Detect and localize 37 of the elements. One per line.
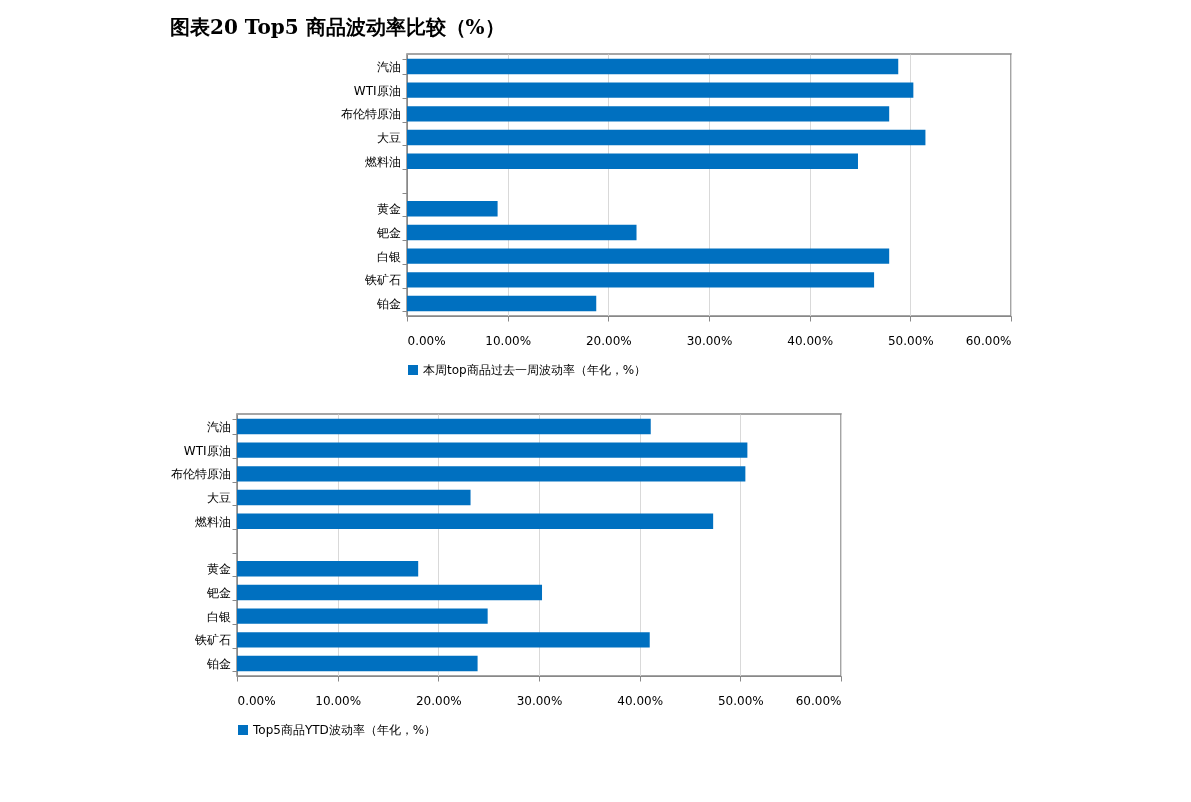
x-tick-label: 20.00%	[585, 333, 632, 348]
x-tick-label: 40.00%	[787, 333, 834, 348]
y-tick-label: 白银	[206, 609, 231, 624]
y-tick-label: 铁矿石	[193, 633, 231, 648]
x-tick-label: 40.00%	[617, 693, 664, 708]
legend-label: Top5商品YTD波动率（年化，%）	[252, 723, 437, 737]
y-tick-label: 黄金	[376, 202, 401, 217]
y-tick-label: 铁矿石	[363, 273, 401, 288]
y-tick-label: 燃料油	[364, 154, 401, 169]
x-tick-label: 10.00%	[315, 693, 362, 708]
legend-label: 本周top商品过去一周波动率（年化，%）	[423, 363, 647, 377]
y-tick-label: WTI原油	[353, 83, 401, 98]
x-tick-label: 0.00%	[407, 333, 446, 348]
y-tick-label: WTI原油	[183, 443, 231, 458]
x-tick-label: 60.00%	[965, 333, 1012, 348]
x-tick-label: 10.00%	[485, 333, 532, 348]
y-tick-label: 铂金	[205, 657, 231, 672]
y-tick-label: 布伦特原油	[340, 107, 401, 122]
x-tick-label: 30.00%	[686, 333, 733, 348]
chart-title: 图表20 Top5 商品波动率比较（%）	[170, 15, 505, 39]
y-tick-label: 钯金	[205, 585, 231, 600]
y-tick-label: 燃料油	[194, 514, 231, 529]
y-tick-label: 钯金	[375, 225, 401, 240]
y-tick-label: 铂金	[375, 297, 401, 312]
x-tick-label: 50.00%	[717, 693, 764, 708]
y-tick-label: 白银	[376, 249, 401, 264]
y-tick-label: 汽油	[206, 419, 231, 434]
y-tick-label: 大豆	[376, 131, 401, 146]
y-tick-label: 大豆	[206, 491, 231, 506]
y-tick-label: 汽油	[376, 59, 401, 74]
y-tick-label: 布伦特原油	[170, 467, 231, 482]
x-tick-label: 50.00%	[887, 333, 934, 348]
x-tick-label: 20.00%	[415, 693, 462, 708]
x-tick-label: 30.00%	[516, 693, 563, 708]
y-tick-label: 黄金	[206, 562, 231, 577]
x-tick-label: 0.00%	[237, 693, 276, 708]
x-tick-label: 60.00%	[795, 693, 842, 708]
